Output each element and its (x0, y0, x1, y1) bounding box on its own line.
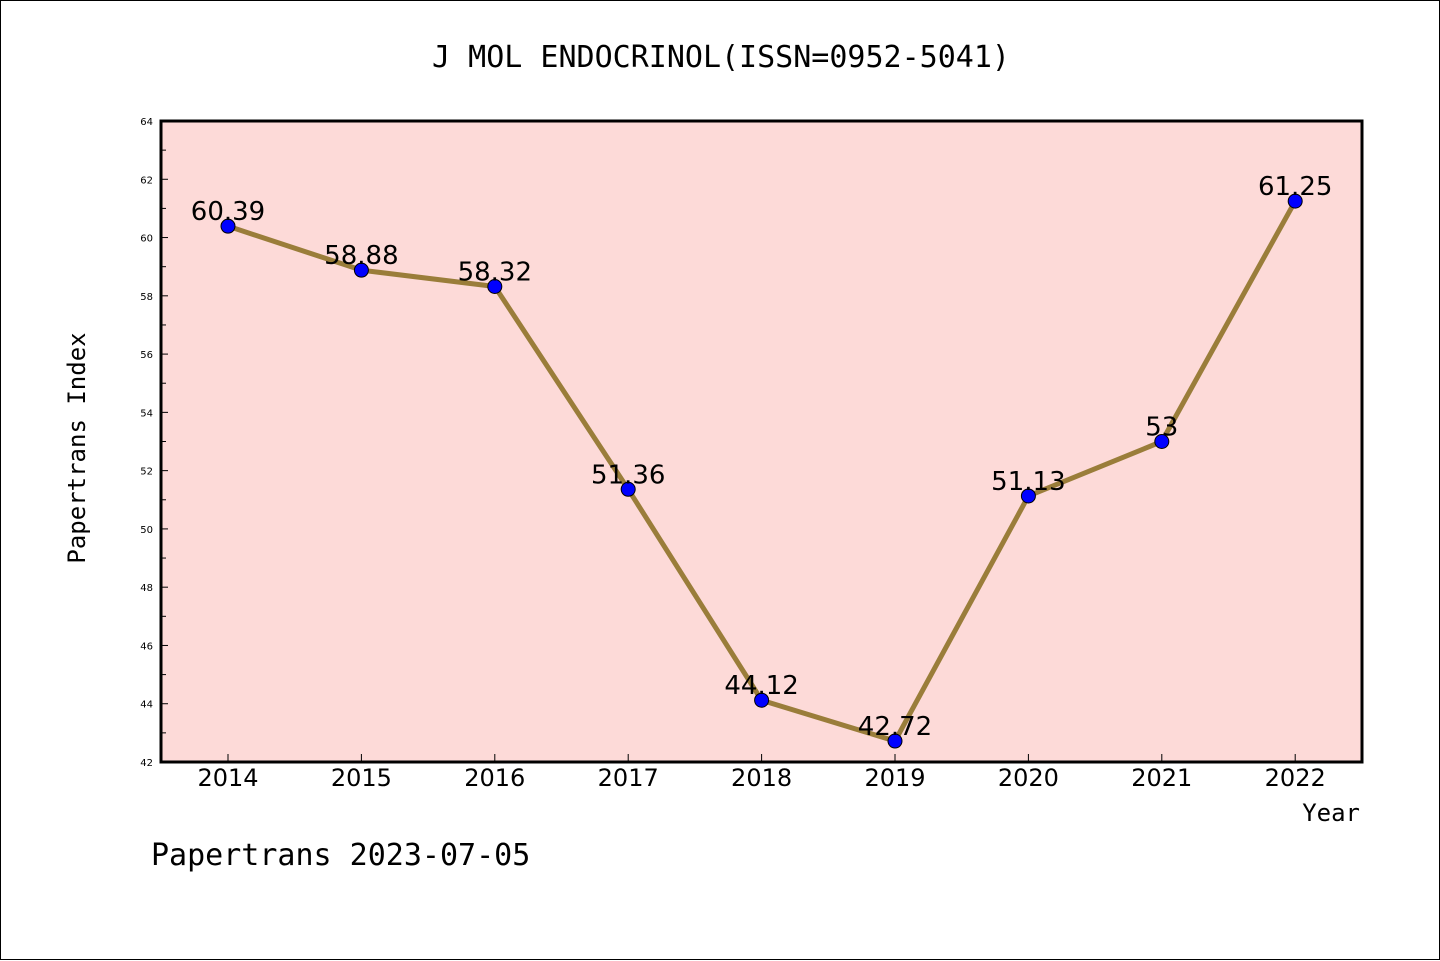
y-tick-label: 56 (140, 350, 153, 361)
data-label: 61.25 (1258, 172, 1332, 202)
data-label: 44.12 (724, 671, 798, 701)
y-tick-label: 50 (140, 525, 153, 536)
data-label: 51.13 (991, 467, 1065, 497)
y-tick-label: 60 (140, 234, 153, 245)
x-tick-label: 2014 (197, 764, 258, 792)
y-tick-label: 54 (140, 408, 153, 419)
plot-area (159, 119, 1364, 764)
x-tick-label: 2017 (598, 764, 659, 792)
x-tick-label: 2019 (864, 764, 925, 792)
x-axis: 2014 2015 2016 2017 2018 2019 2020 2021 2022 (197, 754, 1326, 792)
y-tick-label: 58 (140, 292, 153, 303)
data-label: 51.36 (591, 460, 665, 490)
data-label: 60.39 (191, 197, 265, 227)
data-label: 42.72 (858, 712, 932, 742)
x-axis-label: Year (1302, 799, 1360, 827)
data-labels: 60.39 58.88 58.32 51.36 44.12 42.72 51.13 53 61.… (191, 172, 1333, 742)
data-label: 58.88 (324, 241, 398, 271)
data-label: 58.32 (458, 257, 532, 287)
data-label: 53 (1145, 413, 1178, 443)
x-tick-label: 2018 (731, 764, 792, 792)
x-tick-label: 2016 (464, 764, 525, 792)
y-tick-label: 62 (140, 175, 153, 186)
y-tick-label: 42 (140, 758, 153, 769)
data-point (620, 481, 636, 497)
data-point (1154, 434, 1170, 449)
x-tick-label: 2015 (331, 764, 392, 792)
data-point (220, 218, 236, 234)
y-axis-label: Papertrans Index (63, 332, 91, 563)
series-markers (220, 193, 1303, 749)
y-tick-label: 48 (140, 583, 153, 594)
y-axis: 42 44 46 48 50 52 54 56 58 60 62 64 (140, 117, 168, 769)
data-point (1287, 193, 1303, 209)
data-point (887, 733, 903, 749)
x-tick-label: 2021 (1131, 764, 1192, 792)
x-tick-label: 2020 (998, 764, 1059, 792)
y-tick-label: 52 (140, 467, 153, 478)
data-point (353, 262, 369, 278)
x-tick-label: 2022 (1265, 764, 1326, 792)
data-point (487, 278, 503, 294)
y-tick-label: 44 (140, 700, 153, 711)
data-point (754, 692, 770, 708)
data-point (1020, 488, 1036, 504)
y-tick-label: 46 (140, 641, 153, 652)
y-tick-label: 64 (140, 117, 153, 128)
footer-text: Papertrans 2023-07-05 (151, 838, 530, 873)
chart-title: J MOL ENDOCRINOL(ISSN=0952-5041) (432, 40, 1010, 75)
